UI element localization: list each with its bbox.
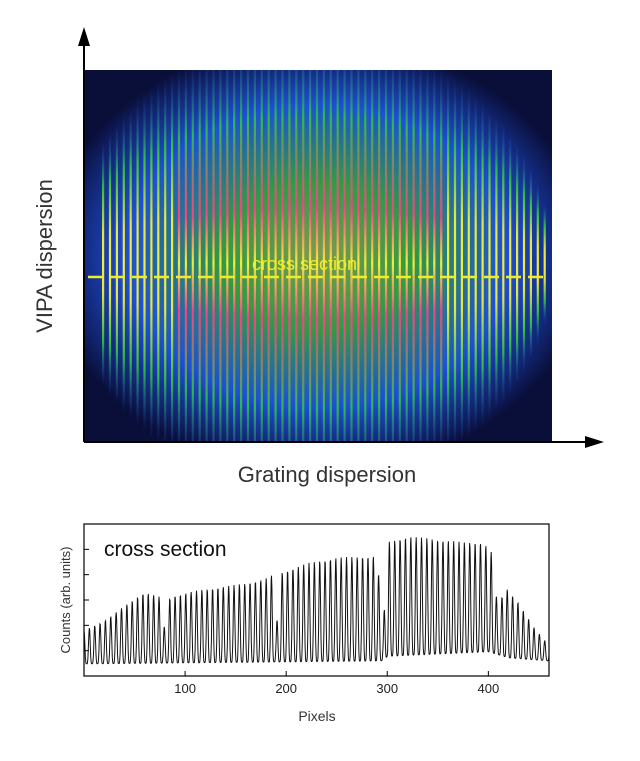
fringe-line bbox=[350, 70, 353, 442]
fringe-line bbox=[253, 70, 256, 442]
fringe-line bbox=[295, 70, 298, 442]
fringe-line bbox=[426, 70, 429, 442]
fringe-line bbox=[267, 70, 270, 442]
fringe-line bbox=[440, 70, 443, 442]
plot-x-axis-title: Pixels bbox=[298, 708, 335, 724]
fringe-line bbox=[219, 70, 222, 442]
fringe-line bbox=[171, 73, 174, 442]
fringe-line bbox=[322, 70, 325, 442]
fringe-line bbox=[115, 122, 118, 405]
cross-section-trace bbox=[84, 537, 549, 665]
fringe-line bbox=[371, 70, 374, 442]
fringe-line bbox=[102, 141, 105, 386]
x-tick-label: 400 bbox=[477, 681, 499, 696]
x-tick-label: 100 bbox=[174, 681, 196, 696]
fringe-line bbox=[129, 107, 132, 420]
fringe-line bbox=[288, 70, 291, 442]
cross-section-plot: 100 200 300 400 cross section Counts (arb. … bbox=[58, 523, 550, 724]
fringe-line bbox=[143, 94, 146, 433]
fringe-line bbox=[309, 70, 312, 442]
fringe-line bbox=[198, 70, 201, 442]
fringe-line bbox=[240, 70, 243, 442]
fringe-line bbox=[412, 70, 415, 442]
heatmap-fringes bbox=[102, 70, 546, 442]
fringe-line bbox=[315, 70, 319, 442]
fringe-line bbox=[495, 115, 498, 412]
fringe-line bbox=[447, 73, 450, 442]
fringe-line bbox=[336, 70, 339, 442]
fringe-line bbox=[191, 70, 194, 442]
fringe-line bbox=[226, 70, 229, 442]
fringe-line bbox=[488, 107, 491, 419]
fringe-line bbox=[343, 70, 346, 442]
fringe-line bbox=[516, 142, 519, 385]
plot-y-axis-title: Counts (arb. units) bbox=[58, 547, 73, 654]
fringe-line bbox=[378, 70, 381, 442]
fringe-line bbox=[543, 203, 546, 324]
fringe-line bbox=[260, 70, 263, 442]
fringe-line bbox=[391, 70, 394, 442]
fringe-line bbox=[509, 132, 512, 395]
x-tick-label: 300 bbox=[376, 681, 398, 696]
fringe-line bbox=[502, 123, 505, 404]
fringe-line bbox=[212, 70, 215, 442]
fringe-line bbox=[536, 182, 539, 344]
fringe-line bbox=[164, 77, 167, 442]
fringe-line bbox=[405, 70, 408, 442]
fringe-line bbox=[357, 70, 360, 442]
fringe-line bbox=[150, 88, 153, 439]
fringe-line bbox=[281, 70, 284, 442]
fringe-line bbox=[467, 88, 470, 438]
fringe-line bbox=[184, 70, 187, 442]
fringe-line bbox=[481, 101, 484, 426]
fringe-line bbox=[122, 114, 125, 413]
fringe-line bbox=[274, 70, 277, 442]
fringe-line bbox=[398, 70, 401, 442]
fringe-line bbox=[157, 82, 160, 442]
fringe-line bbox=[233, 70, 236, 442]
fringe-line bbox=[136, 100, 139, 427]
fringe-line bbox=[529, 167, 532, 360]
fringe-line bbox=[329, 70, 332, 442]
fringe-line bbox=[419, 70, 422, 442]
heatmap-x-axis-title: Grating dispersion bbox=[238, 462, 417, 487]
fringe-line bbox=[522, 154, 526, 373]
plot-title: cross section bbox=[104, 538, 227, 561]
fringe-line bbox=[364, 70, 367, 442]
y-axis-arrowhead bbox=[78, 27, 90, 46]
fringe-line bbox=[108, 131, 112, 396]
fringe-line bbox=[433, 70, 436, 442]
fringe-line bbox=[246, 70, 250, 442]
x-tick-label: 200 bbox=[275, 681, 297, 696]
fringe-line bbox=[384, 70, 388, 442]
fringe-line bbox=[205, 70, 208, 442]
cross-section-annotation: cross section bbox=[252, 254, 357, 274]
heatmap-panel: cross section VIPA dispersion Grating di… bbox=[32, 27, 604, 487]
fringe-line bbox=[453, 78, 457, 442]
heatmap-y-axis-title: VIPA dispersion bbox=[32, 179, 57, 333]
fringe-line bbox=[302, 70, 305, 442]
fringe-line bbox=[177, 70, 181, 442]
x-axis-arrowhead bbox=[585, 436, 604, 448]
x-axis-ticks: 100 200 300 400 bbox=[174, 671, 499, 696]
fringe-line bbox=[460, 83, 463, 442]
fringe-line bbox=[474, 94, 477, 433]
